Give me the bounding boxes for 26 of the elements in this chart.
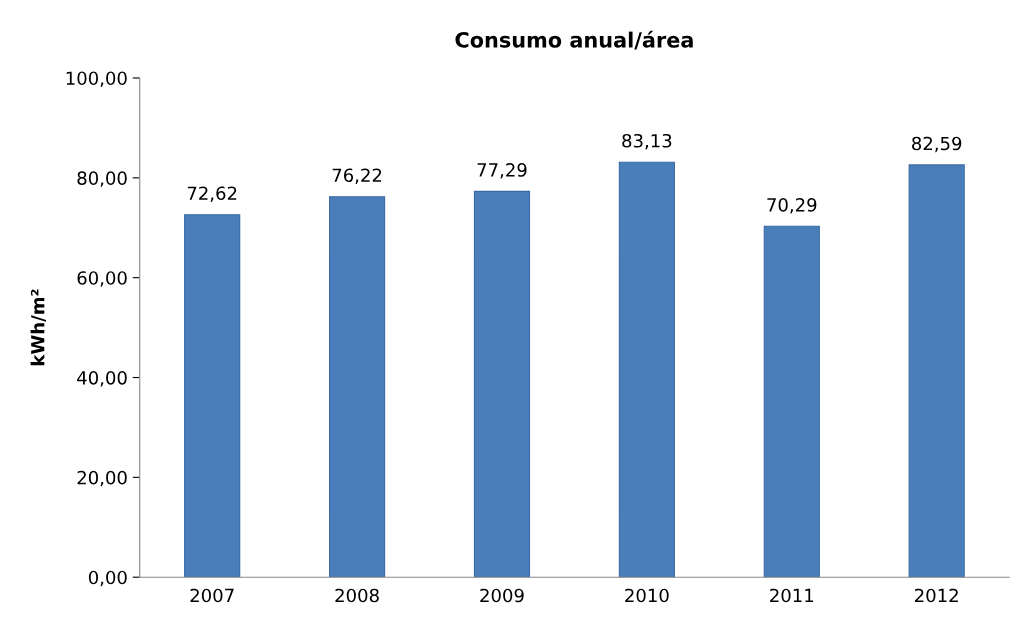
y-tick-label: 80,00 <box>77 171 127 187</box>
bar <box>328 196 386 578</box>
y-tick-label: 40,00 <box>77 370 127 387</box>
x-tick-label: 2012 <box>915 588 958 603</box>
data-label: 82,59 <box>912 136 962 153</box>
data-label: 72,62 <box>187 186 237 202</box>
x-tick-label: 2009 <box>480 588 524 603</box>
bar <box>763 225 820 578</box>
y-tick-label: 100,00 <box>66 71 127 87</box>
x-tick-label: 2007 <box>190 588 234 603</box>
data-label: 70,29 <box>767 198 817 214</box>
data-label: 76,22 <box>332 168 382 184</box>
data-label: 83,13 <box>622 133 672 150</box>
bar <box>908 164 965 578</box>
bar <box>618 161 675 578</box>
y-tick-label: 20,00 <box>77 470 127 487</box>
y-tick-label: 0,00 <box>88 570 127 587</box>
bar <box>184 214 241 578</box>
x-tick-label: 2010 <box>625 588 669 603</box>
bar <box>473 190 531 578</box>
y-tick-label: 60,00 <box>77 271 127 287</box>
chart-title: Consumo anual/área <box>455 30 693 50</box>
x-tick-label: 2008 <box>335 588 379 603</box>
y-axis-title: kWh/m² <box>30 289 46 366</box>
x-tick-label: 2011 <box>770 588 814 603</box>
data-label: 77,29 <box>477 163 527 179</box>
